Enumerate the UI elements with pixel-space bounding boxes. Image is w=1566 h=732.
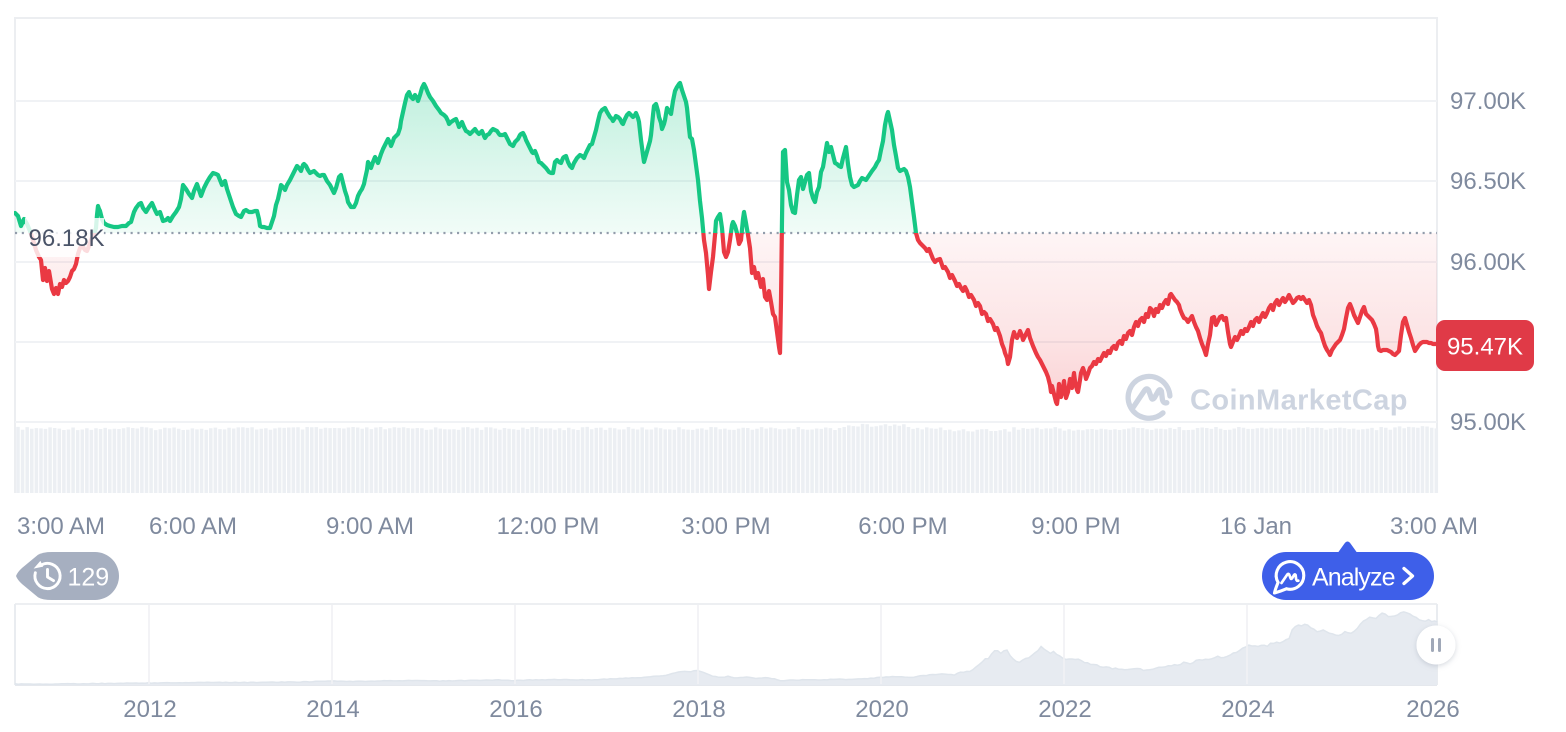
svg-text:96.50K: 96.50K [1450, 168, 1526, 195]
svg-text:6:00 AM: 6:00 AM [149, 513, 237, 540]
svg-text:3:00 AM: 3:00 AM [1390, 513, 1478, 540]
svg-text:Analyze: Analyze [1312, 564, 1395, 592]
svg-text:2014: 2014 [306, 696, 359, 723]
svg-text:96.18K: 96.18K [29, 225, 105, 252]
svg-text:CoinMarketCap: CoinMarketCap [1190, 385, 1408, 417]
svg-text:6:00 PM: 6:00 PM [858, 513, 947, 540]
svg-text:9:00 PM: 9:00 PM [1031, 513, 1120, 540]
svg-text:2020: 2020 [855, 696, 908, 723]
svg-text:96.00K: 96.00K [1450, 249, 1526, 276]
svg-text:2024: 2024 [1221, 696, 1274, 723]
svg-text:3:00 AM: 3:00 AM [17, 513, 105, 540]
svg-text:129: 129 [68, 564, 110, 592]
svg-text:2012: 2012 [123, 696, 176, 723]
svg-text:16 Jan: 16 Jan [1220, 513, 1292, 540]
svg-text:95.47K: 95.47K [1447, 334, 1523, 361]
svg-text:12:00 PM: 12:00 PM [497, 513, 600, 540]
svg-text:97.00K: 97.00K [1450, 88, 1526, 115]
svg-text:3:00 PM: 3:00 PM [681, 513, 770, 540]
svg-text:2026: 2026 [1406, 696, 1459, 723]
svg-text:2018: 2018 [672, 696, 725, 723]
svg-text:2016: 2016 [489, 696, 542, 723]
svg-text:95.00K: 95.00K [1450, 409, 1526, 436]
svg-text:9:00 AM: 9:00 AM [326, 513, 414, 540]
svg-text:2022: 2022 [1038, 696, 1091, 723]
